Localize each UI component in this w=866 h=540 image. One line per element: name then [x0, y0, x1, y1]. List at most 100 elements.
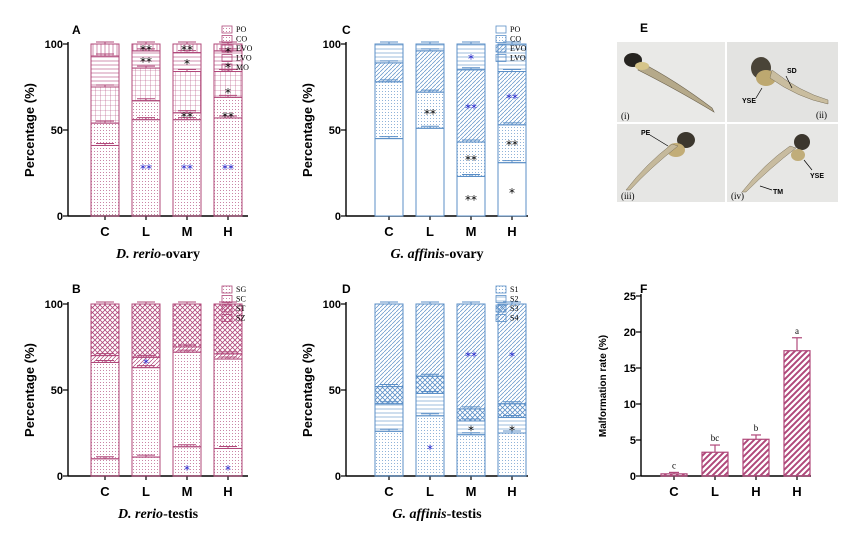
significance-mark: * [468, 52, 474, 66]
category-label: C [100, 484, 110, 499]
category-label: M [182, 484, 193, 499]
significance-mark: ** [181, 43, 193, 57]
category-label: M [182, 224, 193, 239]
y-tick-label: 10 [624, 399, 636, 411]
bar-segment-EVO [374, 62, 404, 83]
y-tick-label: 0 [335, 471, 341, 483]
x-axis-title-species: G. affinis [392, 507, 447, 522]
bar-segment-SC [213, 358, 243, 449]
y-tick-label: 100 [45, 299, 63, 311]
photo-i: (i) [617, 42, 725, 122]
bar-segment-S4 [497, 303, 527, 405]
y-tick-label: 50 [329, 385, 341, 397]
significance-mark: * [468, 424, 474, 438]
significance-mark: ** [465, 153, 477, 167]
bar-segment-SG [131, 456, 161, 477]
larva-head [677, 132, 695, 148]
y-axis-label: Percentage (%) [22, 83, 37, 177]
significance-mark: * [509, 424, 515, 438]
legend-swatch-CO [495, 35, 507, 43]
bar-segment-SZ [172, 303, 202, 348]
larva-body [741, 145, 797, 193]
legend-swatch-PO [495, 25, 507, 34]
bar-segment-ST [213, 353, 243, 360]
panel-letter-E: E [640, 21, 648, 35]
legend-label-ST: ST [236, 304, 245, 313]
significance-mark: ** [181, 162, 193, 176]
legend-label-S1: S1 [510, 285, 518, 294]
y-axis-label: Malformation rate (%) [598, 335, 609, 437]
legend-label-CO: CO [236, 35, 247, 44]
panel-letter-F: F [640, 282, 647, 296]
legend-label-S4: S4 [510, 314, 518, 323]
y-tick-label: 5 [630, 435, 636, 447]
label-TM: TM [773, 189, 783, 196]
photo-iii: PE (iii) [617, 124, 725, 202]
legend-swatch-SG [221, 285, 233, 294]
bar-segment-EVO [90, 86, 120, 124]
legend-swatch-PO [221, 25, 233, 34]
legend-swatch-LVO [495, 54, 507, 62]
larva-body [637, 61, 715, 113]
category-label: M [466, 484, 477, 499]
y-tick-label: 25 [624, 291, 636, 303]
bar-segment-PO [172, 119, 202, 217]
significance-mark: * [225, 45, 231, 59]
bar-segment-CO [131, 100, 161, 121]
bar-segment-S2 [374, 403, 404, 432]
photo-iv: TM YSE (iv) [727, 124, 838, 202]
bar-segment-EVO [131, 67, 161, 102]
significance-mark: ** [506, 138, 518, 152]
legend-label-CO: CO [510, 35, 521, 44]
significance-mark: * [509, 350, 515, 364]
significance-mark: ** [465, 193, 477, 207]
legend-label-S2: S2 [510, 295, 518, 304]
category-label: H [223, 484, 232, 499]
significance-mark: ** [140, 55, 152, 69]
category-label: H [792, 484, 801, 499]
bar-segment-S1 [374, 430, 404, 477]
legend-label-EVO: EVO [510, 44, 527, 53]
legend-swatch-S2 [495, 295, 507, 303]
significance-mark: ** [140, 162, 152, 176]
legend-swatch-S4 [495, 314, 507, 322]
bar-segment-PO [456, 175, 486, 217]
category-label: L [426, 484, 434, 499]
legend-label-EVO: EVO [236, 44, 253, 53]
bar-segment-SZ [131, 303, 161, 358]
legend-swatch-MO [221, 63, 233, 72]
bar-segment-LVO [90, 55, 120, 88]
bar-segment-LVO [456, 43, 486, 71]
bar-segment-PO [131, 119, 161, 217]
x-axis-title: G. affinis-testis [392, 507, 482, 522]
x-axis-title-suffix: -ovary [445, 247, 484, 262]
significance-mark: ** [465, 102, 477, 116]
bar-segment-PO [213, 117, 243, 217]
significance-mark: * [225, 86, 231, 100]
bar-segment-CO [374, 81, 404, 140]
category-label: L [426, 224, 434, 239]
bar-segment-SC [172, 351, 202, 448]
label-PE: PE [641, 130, 651, 137]
bar-segment-ST [90, 355, 120, 363]
bar-segment-S3 [497, 403, 527, 419]
significance-letter: a [795, 326, 799, 336]
y-tick-label: 50 [51, 385, 63, 397]
photo-panel: E (i) SD YSE (ii) PE [617, 21, 838, 202]
significance-mark: * [427, 442, 433, 456]
legend-swatch-SC [221, 295, 233, 303]
bar-L [701, 451, 729, 477]
bar-segment-CO [497, 124, 527, 164]
bar-segment-SC [131, 367, 161, 458]
y-tick-label: 15 [624, 363, 636, 375]
bar-H [783, 350, 811, 477]
y-axis-label: Percentage (%) [300, 343, 315, 437]
significance-mark: * [143, 356, 149, 370]
bar-segment-S4 [374, 303, 404, 388]
y-tick-label: 50 [51, 125, 63, 137]
bar-segment-ST [172, 346, 202, 353]
bar-C [660, 473, 688, 477]
